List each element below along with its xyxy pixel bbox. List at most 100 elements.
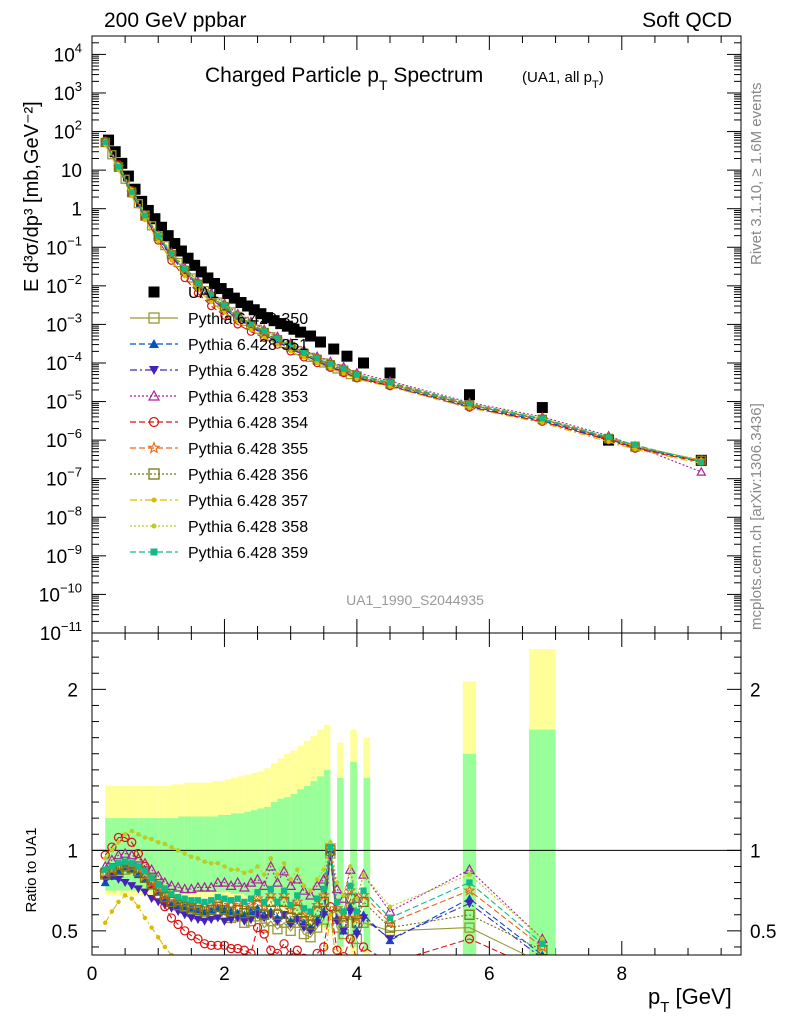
y-tick-label: 10−2 <box>46 272 82 298</box>
ratio-point <box>272 948 283 955</box>
ratio-point <box>278 865 290 876</box>
ratio-point <box>358 868 370 879</box>
band-inner <box>297 789 304 915</box>
ratio-point <box>335 967 340 972</box>
title-main: Charged Particle p <box>205 64 379 87</box>
band-inner <box>350 761 357 947</box>
ratio-point <box>121 858 129 865</box>
legend-label: Pythia 6.428 355 <box>188 441 308 458</box>
ratio-point <box>319 942 329 952</box>
data-point <box>255 308 267 320</box>
ratio-point <box>311 880 323 890</box>
ratio-point <box>186 914 196 923</box>
ratio-point <box>318 896 329 908</box>
y-tick-exp: −4 <box>67 349 82 364</box>
ratio-point <box>322 964 327 969</box>
ratio-point <box>385 935 395 944</box>
ratio-point <box>115 860 122 867</box>
data-point <box>281 320 293 332</box>
y-tick-exp: −9 <box>67 542 82 557</box>
y-tick-label: 10−8 <box>46 503 82 529</box>
ratio-point <box>226 943 236 954</box>
data-point <box>315 360 320 365</box>
ratio-point <box>539 950 545 955</box>
ratio-point <box>271 876 283 887</box>
data-point <box>259 333 269 342</box>
ratio-point <box>155 935 161 940</box>
y-tick-base: 10 <box>54 84 75 105</box>
ratio-point <box>252 873 264 884</box>
ratio-point <box>466 879 473 886</box>
ratio-y-tick-label: 1 <box>67 841 78 862</box>
y-tick-base: 10 <box>40 624 61 645</box>
ratio-point <box>257 900 271 913</box>
ratio-point <box>538 967 546 975</box>
ratio-point <box>179 883 191 894</box>
band-inner <box>363 777 371 951</box>
legend-entry: Pythia 6.428 355 <box>130 440 308 458</box>
y-axis-label-main: E d³σ/dp³ [mb,GeV⁻²] <box>21 101 43 292</box>
ratio-point <box>318 873 330 884</box>
data-point <box>354 377 359 382</box>
data-point <box>605 434 612 440</box>
y-tick-label: 103 <box>54 79 82 105</box>
x-tick-label: 8 <box>617 964 628 985</box>
ratio-point <box>194 897 202 904</box>
ratio-point <box>221 895 228 902</box>
y-tick-label: 1 <box>71 200 82 221</box>
data-point <box>275 318 287 330</box>
ratio-point <box>388 977 393 982</box>
band-inner <box>204 816 212 893</box>
ratio-point <box>328 912 333 917</box>
ratio-point <box>100 875 110 884</box>
ratio-point <box>129 828 134 834</box>
ratio-point <box>165 880 177 890</box>
band-inner <box>290 794 298 912</box>
legend-marker <box>147 440 161 454</box>
data-point <box>341 350 353 362</box>
data-point <box>102 139 109 145</box>
x-tick-label: 2 <box>219 964 230 985</box>
data-point <box>162 230 174 242</box>
ratio-point <box>272 909 283 920</box>
ratio-point <box>255 864 260 869</box>
ratio-point <box>312 948 322 955</box>
ratio-point <box>252 922 263 933</box>
legend-label: Pythia 6.428 354 <box>188 415 308 432</box>
ratio-point <box>302 975 307 980</box>
ratio-point <box>337 911 350 924</box>
ratio-series <box>98 828 549 982</box>
band-inner <box>217 814 225 893</box>
ratio-panel: 0 2 4 6 8 0.5 0.5 1 1 2 2 <box>52 632 776 985</box>
ratio-point <box>169 952 174 955</box>
y-tick-exp: −7 <box>67 465 82 480</box>
rivet-label: Rivet 3.1.10, ≥ 1.6M events <box>748 83 765 266</box>
data-point <box>107 150 117 160</box>
ratio-y-tick-label-right: 2 <box>750 680 761 701</box>
data-point <box>248 327 253 332</box>
ratio-point <box>116 899 121 905</box>
ratio-point <box>288 974 293 979</box>
ratio-point <box>102 856 108 861</box>
ratio-y-tick-label-right: 0.5 <box>750 922 776 943</box>
data-point <box>467 406 472 411</box>
ratio-point <box>295 970 300 975</box>
data-point <box>536 402 548 414</box>
ratio-point <box>386 959 394 967</box>
data-point <box>195 288 200 293</box>
y-tick-base: 10 <box>46 354 67 375</box>
ratio-point <box>268 856 274 861</box>
title-note: (UA1, all pT) <box>522 69 604 91</box>
ratio-point <box>129 896 134 901</box>
legend-entry: Pythia 6.428 357 <box>130 493 308 510</box>
ratio-point <box>334 880 340 885</box>
data-point <box>182 252 194 264</box>
y-tick-exp: 2 <box>75 118 82 133</box>
ratio-point <box>119 847 131 858</box>
ratio-point <box>280 887 288 894</box>
ratio-point <box>155 840 161 845</box>
ratio-point <box>269 967 274 972</box>
ratio-point <box>109 848 115 853</box>
ratio-point <box>206 904 217 916</box>
data-point <box>698 459 705 465</box>
